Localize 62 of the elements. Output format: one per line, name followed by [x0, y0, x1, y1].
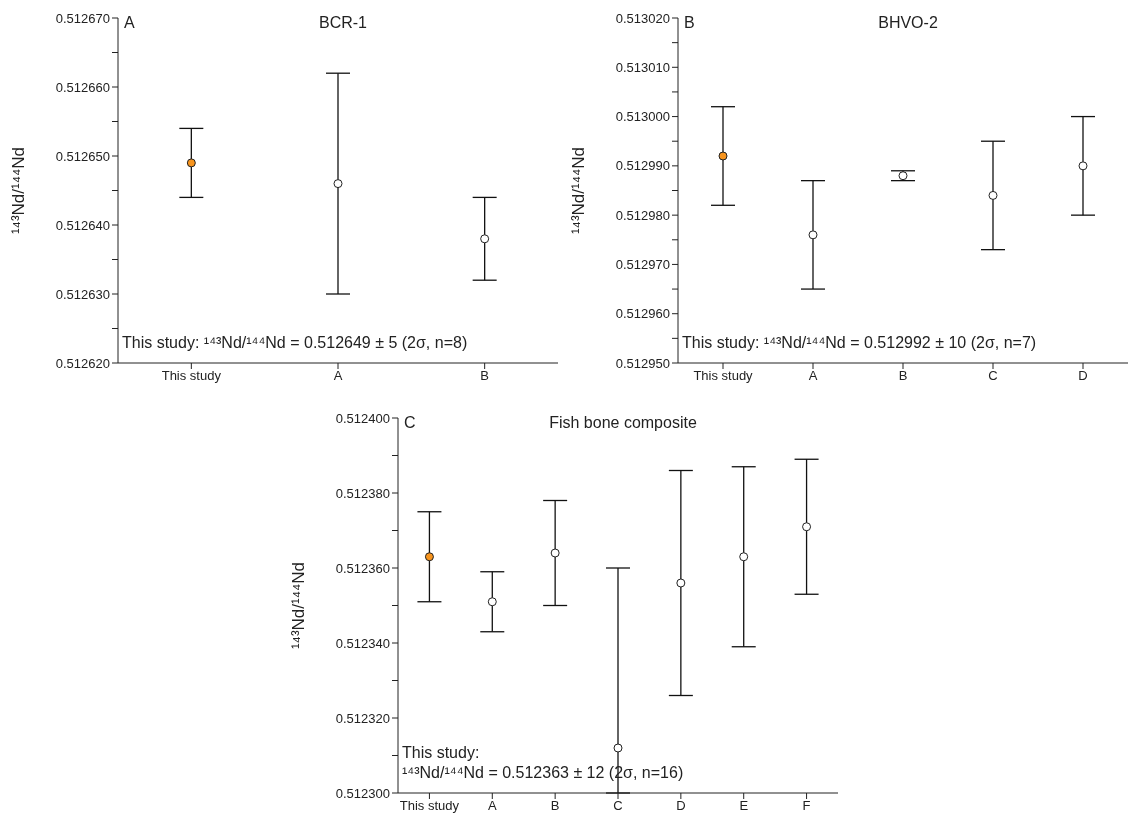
y-tick-label: 0.512960	[615, 306, 670, 322]
y-tick-label: 0.513000	[615, 109, 670, 125]
y-tick-label: 0.512640	[55, 217, 110, 233]
y-tick-label: 0.512340	[335, 635, 390, 651]
x-tick-label: A	[487, 798, 497, 814]
annotation: This study: ¹⁴³Nd/¹⁴⁴Nd = 0.512992 ± 10 (2σ, n=7)	[682, 333, 1037, 353]
point	[550, 548, 560, 558]
annotation: A	[124, 14, 135, 32]
y-axis-title: ¹⁴³Nd/¹⁴⁴Nd	[569, 146, 589, 235]
y-tick-label: 0.512630	[55, 286, 110, 302]
point	[718, 151, 728, 161]
annotation: This study: ¹⁴³Nd/¹⁴⁴Nd = 0.512649 ± 5 (2σ, n=8)	[122, 333, 468, 353]
y-tick-label: 0.512670	[55, 10, 110, 26]
y-tick-label: 0.512980	[615, 207, 670, 223]
point	[1078, 161, 1088, 171]
point	[802, 522, 812, 532]
y-tick-label: 0.512650	[55, 148, 110, 164]
x-tick-label: E	[739, 798, 749, 814]
x-tick-label: A	[333, 368, 343, 384]
point	[186, 158, 196, 168]
chart-title: BHVO-2	[878, 14, 938, 31]
y-tick-label: 0.512660	[55, 79, 110, 95]
point	[333, 179, 343, 189]
point	[613, 743, 623, 753]
y-tick-label: 0.512380	[335, 485, 390, 501]
point	[739, 552, 749, 562]
x-tick-label: B	[480, 368, 489, 384]
point	[808, 230, 818, 240]
point	[487, 597, 497, 607]
x-tick-label: A	[808, 368, 818, 384]
y-tick-label: 0.513010	[615, 59, 670, 75]
chart-title: Fish bone composite	[549, 414, 697, 431]
chart-title: BCR-1	[318, 14, 367, 31]
x-tick-label: B	[898, 368, 908, 384]
annotation: This study:	[402, 743, 481, 763]
y-tick-label: 0.512320	[335, 710, 390, 726]
y-tick-label: 0.513020	[615, 10, 670, 26]
point	[898, 171, 908, 181]
y-tick-label: 0.512970	[615, 257, 670, 273]
y-axis-title: ¹⁴³Nd/¹⁴⁴Nd	[9, 146, 29, 235]
annotation: B	[684, 14, 695, 32]
x-tick-label: D	[1078, 368, 1088, 384]
x-tick-label: F	[802, 798, 811, 814]
x-tick-label: This study	[161, 368, 222, 384]
x-tick-label: This study	[399, 798, 460, 814]
point	[480, 234, 490, 244]
y-tick-label: 0.512300	[335, 785, 390, 801]
annotation: C	[404, 414, 416, 432]
y-tick-label: 0.512360	[335, 560, 390, 576]
point	[676, 578, 686, 588]
x-tick-label: B	[550, 798, 560, 814]
y-tick-label: 0.512990	[615, 158, 670, 174]
point	[988, 190, 998, 200]
point	[424, 552, 434, 562]
y-tick-label: 0.512950	[615, 355, 670, 371]
y-tick-label: 0.512400	[335, 410, 390, 426]
y-tick-label: 0.512620	[55, 355, 110, 371]
x-tick-label: This study	[693, 368, 754, 384]
x-tick-label: C	[988, 368, 998, 384]
x-tick-label: D	[676, 798, 686, 814]
y-axis-title: ¹⁴³Nd/¹⁴⁴Nd	[289, 561, 309, 650]
x-tick-label: C	[613, 798, 623, 814]
